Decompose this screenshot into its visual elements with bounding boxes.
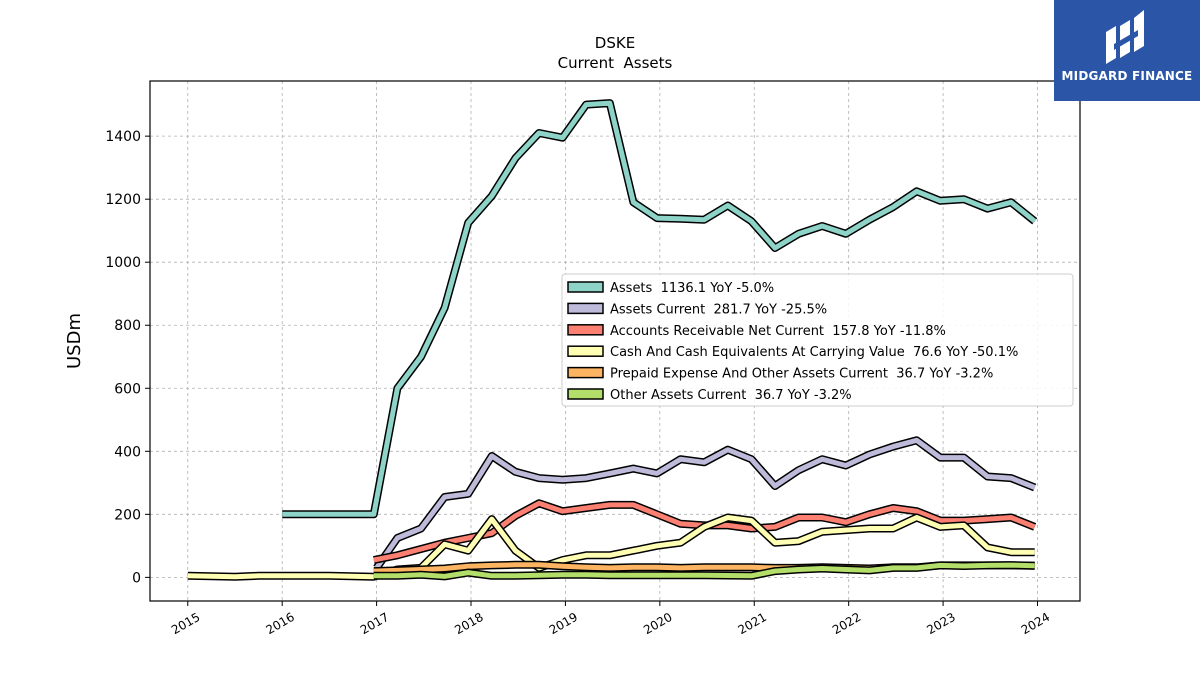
chart-title: DSKE bbox=[595, 34, 635, 52]
plot-frame bbox=[149, 80, 1081, 602]
legend-label: Assets Current 281.7 YoY -25.5% bbox=[610, 302, 827, 317]
legend-swatch bbox=[567, 366, 604, 379]
y-tick-label: 600 bbox=[114, 381, 141, 397]
logo-mark-icon bbox=[1106, 10, 1144, 64]
series-1-line bbox=[374, 437, 1036, 570]
x-tick-label: 2018 bbox=[452, 610, 485, 637]
y-tick-label: 800 bbox=[114, 318, 141, 334]
x-tick-label: 2021 bbox=[736, 610, 769, 637]
x-tick-label: 2022 bbox=[830, 610, 863, 637]
x-axis: 2015 2016 2017 2018 2019 2020 2021 2022 2023 2024 bbox=[169, 601, 1052, 637]
legend-label: Other Assets Current 36.7 YoY -3.2% bbox=[610, 388, 852, 403]
y-tick-label: 1200 bbox=[105, 192, 141, 208]
logo: MIDGARD FINANCE bbox=[1054, 0, 1200, 101]
legend-label: Accounts Receivable Net Current 157.8 Yo… bbox=[610, 324, 946, 339]
x-tick-label: 2023 bbox=[924, 610, 957, 637]
legend-swatch bbox=[567, 345, 604, 357]
y-axis: 0 200 400 600 800 1000 1200 1400 bbox=[105, 129, 150, 586]
legend-label: Assets 1136.1 YoY -5.0% bbox=[610, 281, 774, 296]
logo-text: MIDGARD FINANCE bbox=[1061, 69, 1193, 83]
x-tick-label: 2020 bbox=[641, 610, 674, 637]
y-tick-label: 200 bbox=[114, 507, 141, 523]
y-tick-label: 1000 bbox=[105, 255, 141, 271]
x-tick-label: 2015 bbox=[169, 610, 202, 637]
x-tick-label: 2019 bbox=[547, 610, 580, 637]
y-tick-label: 1400 bbox=[105, 129, 141, 145]
legend-swatch bbox=[567, 324, 604, 336]
legend-box bbox=[561, 273, 1074, 407]
series-5-line bbox=[373, 562, 1035, 579]
chart-subtitle: Current Assets bbox=[558, 54, 673, 72]
x-tick-label: 2017 bbox=[358, 610, 391, 637]
legend: Assets 1136.1 YoY -5.0% Assets Current 28… bbox=[561, 273, 1074, 407]
legend-swatch bbox=[567, 281, 604, 293]
series-group bbox=[187, 99, 1038, 581]
y-tick-label: 400 bbox=[114, 444, 141, 460]
legend-swatch bbox=[567, 388, 604, 400]
legend-label: Prepaid Expense And Other Assets Current… bbox=[610, 367, 993, 382]
legend-swatch bbox=[567, 302, 604, 315]
series-0-line bbox=[282, 100, 1037, 517]
x-tick-label: 2016 bbox=[263, 610, 296, 637]
y-axis-label: USDm bbox=[64, 313, 85, 369]
x-tick-label: 2024 bbox=[1019, 610, 1052, 637]
legend-label: Cash And Cash Equivalents At Carrying Va… bbox=[610, 345, 1018, 360]
y-tick-label: 0 bbox=[132, 570, 141, 586]
